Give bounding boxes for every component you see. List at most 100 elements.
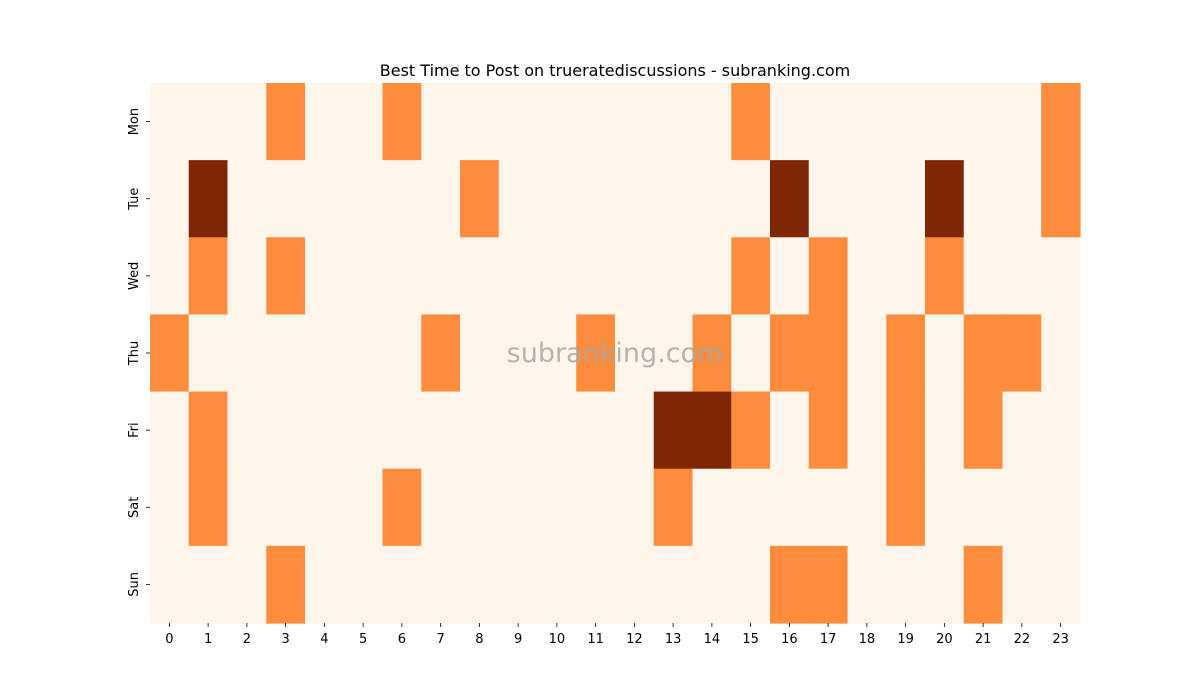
heatmap-cell-thu-15 <box>731 314 771 393</box>
heatmap-cell-sun-21 <box>963 545 1004 624</box>
heatmap-cell-mon-7 <box>421 83 461 161</box>
heatmap-cell-thu-6 <box>382 314 422 393</box>
heatmap-cell-wed-14 <box>692 237 732 316</box>
heatmap-cell-fri-6 <box>382 391 422 470</box>
heatmap-cell-tue-13 <box>653 160 694 238</box>
heatmap-cell-sat-14 <box>692 468 732 547</box>
heatmap-cell-wed-7 <box>421 237 461 316</box>
heatmap-cell-tue-2 <box>227 160 267 238</box>
heatmap-cell-sat-20 <box>925 468 965 547</box>
x-tick-label: 14 <box>704 632 721 647</box>
heatmap-cell-sun-11 <box>576 545 616 624</box>
y-tick-label: Tue <box>127 188 142 211</box>
heatmap-cell-fri-22 <box>1002 391 1042 470</box>
heatmap-cell-wed-6 <box>382 237 422 316</box>
x-tick-label: 12 <box>626 632 643 647</box>
heatmap-cell-wed-21 <box>963 237 1004 316</box>
x-tick-label: 23 <box>1052 632 1069 647</box>
heatmap-cell-sun-12 <box>615 545 655 624</box>
heatmap-cell-wed-17 <box>808 237 849 316</box>
heatmap-cell-sun-9 <box>498 545 539 624</box>
heatmap-cell-wed-8 <box>460 237 500 316</box>
heatmap-cell-wed-13 <box>653 237 694 316</box>
heatmap-cell-sun-6 <box>382 545 422 624</box>
heatmap-cell-thu-16 <box>770 314 810 393</box>
heatmap-cell-mon-6 <box>382 83 422 161</box>
heatmap-cell-wed-0 <box>150 237 190 316</box>
heatmap-cell-sat-23 <box>1041 468 1081 547</box>
x-tick-label: 8 <box>475 632 483 647</box>
y-tick-label: Mon <box>127 108 142 135</box>
heatmap-cell-tue-8 <box>460 160 500 238</box>
heatmap-cell-wed-22 <box>1002 237 1042 316</box>
x-tick-label: 10 <box>549 632 566 647</box>
heatmap-cell-sun-19 <box>886 545 926 624</box>
heatmap-cell-mon-0 <box>150 83 190 161</box>
heatmap-cell-mon-21 <box>963 83 1004 161</box>
heatmap-cell-tue-22 <box>1002 160 1042 238</box>
heatmap-cell-tue-15 <box>731 160 771 238</box>
x-tick-label: 15 <box>742 632 759 647</box>
heatmap-cell-sun-8 <box>460 545 500 624</box>
y-tick-label: Wed <box>127 262 142 290</box>
heatmap-cell-thu-12 <box>615 314 655 393</box>
heatmap-cell-mon-10 <box>537 83 577 161</box>
x-tick-label: 3 <box>281 632 289 647</box>
x-tick-label: 5 <box>359 632 367 647</box>
heatmap-cell-wed-20 <box>925 237 965 316</box>
heatmap-cell-mon-23 <box>1041 83 1081 161</box>
heatmap-cell-mon-2 <box>227 83 267 161</box>
heatmap-cell-fri-21 <box>963 391 1004 470</box>
heatmap-cell-fri-20 <box>925 391 965 470</box>
y-tick-label: Thu <box>127 341 142 366</box>
heatmap-cell-tue-14 <box>692 160 732 238</box>
heatmap-cell-thu-11 <box>576 314 616 393</box>
heatmap-cell-sat-11 <box>576 468 616 547</box>
heatmap-cell-mon-1 <box>188 83 229 161</box>
heatmap-cell-wed-1 <box>188 237 229 316</box>
heatmap-cell-tue-10 <box>537 160 577 238</box>
heatmap-cell-thu-23 <box>1041 314 1081 393</box>
x-tick-label: 17 <box>820 632 837 647</box>
heatmap-cell-thu-0 <box>150 314 190 393</box>
heatmap-cell-thu-17 <box>808 314 849 393</box>
heatmap-cell-tue-9 <box>498 160 539 238</box>
heatmap-cell-sun-3 <box>266 545 306 624</box>
heatmap-cell-wed-11 <box>576 237 616 316</box>
heatmap-cell-tue-6 <box>382 160 422 238</box>
heatmap-cell-sun-4 <box>305 545 345 624</box>
heatmap-cell-tue-3 <box>266 160 306 238</box>
x-axis: 0 1 2 3 4 5 6 7 8 9 10 11 12 13 14 15 16 17 18 19 20 21 22 23 <box>165 623 1069 647</box>
heatmap-cell-fri-2 <box>227 391 267 470</box>
heatmap-cell-fri-13 <box>653 391 694 470</box>
heatmap-cell-sat-18 <box>847 468 887 547</box>
heatmap-cell-sat-2 <box>227 468 267 547</box>
heatmap-cell-tue-21 <box>963 160 1004 238</box>
heatmap-cell-sat-19 <box>886 468 926 547</box>
watermark: subranking.com <box>507 338 724 369</box>
heatmap-cell-sun-23 <box>1041 545 1081 624</box>
x-tick-label: 13 <box>665 632 682 647</box>
x-tick-label: 4 <box>320 632 328 647</box>
heatmap-cell-wed-3 <box>266 237 306 316</box>
heatmap-cell-mon-8 <box>460 83 500 161</box>
y-tick-label: Sun <box>127 572 142 597</box>
heatmap-cell-sun-2 <box>227 545 267 624</box>
heatmap-cell-sat-7 <box>421 468 461 547</box>
x-tick-label: 2 <box>243 632 251 647</box>
heatmap-cell-fri-11 <box>576 391 616 470</box>
chart-title: Best Time to Post on trueratediscussions… <box>380 61 850 80</box>
x-tick-label: 9 <box>514 632 522 647</box>
heatmap-cell-mon-22 <box>1002 83 1042 161</box>
heatmap-cell-wed-9 <box>498 237 539 316</box>
heatmap-cell-sun-16 <box>770 545 810 624</box>
heatmap-cell-fri-16 <box>770 391 810 470</box>
heatmap-cell-mon-14 <box>692 83 732 161</box>
heatmap-cell-thu-4 <box>305 314 345 393</box>
heatmap-cell-sun-15 <box>731 545 771 624</box>
heatmap-cell-thu-8 <box>460 314 500 393</box>
heatmap-cell-thu-20 <box>925 314 965 393</box>
heatmap-cell-mon-3 <box>266 83 306 161</box>
heatmap-cell-tue-23 <box>1041 160 1081 238</box>
